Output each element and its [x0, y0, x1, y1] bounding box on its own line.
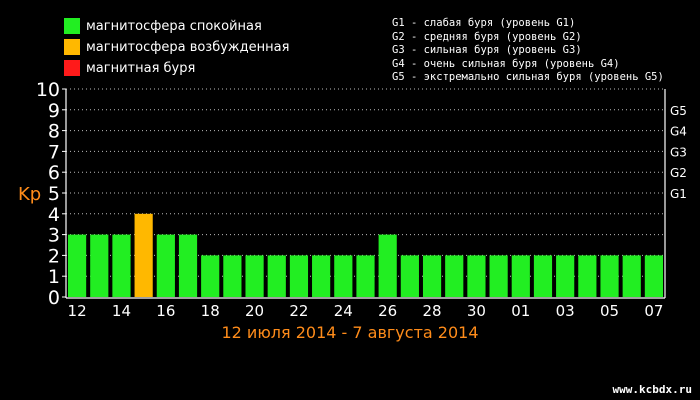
legend-item-storm: магнитная буря — [64, 59, 195, 77]
legend-swatch-quiet — [64, 18, 80, 34]
kp-bar — [422, 255, 442, 297]
y-tick-label: 9 — [48, 100, 60, 122]
g-level-tick-label: G1 — [670, 187, 687, 201]
y-tick-label: 10 — [36, 79, 60, 101]
kp-bar — [223, 255, 242, 297]
x-tick-label: 16 — [156, 302, 175, 320]
kp-bar — [556, 255, 575, 297]
g-level-tick-label: G4 — [670, 125, 687, 139]
x-tick-label: 22 — [289, 302, 308, 320]
legend-label-storm: магнитная буря — [86, 60, 196, 76]
y-tick-label: 6 — [48, 162, 60, 184]
legend-swatch-unsettled — [64, 39, 80, 55]
kp-bar — [644, 255, 663, 297]
kp-bar — [201, 255, 220, 297]
storm-level-g5: G5 - экстремально сильная буря (уровень … — [392, 71, 664, 84]
kp-bar — [178, 234, 198, 297]
x-tick-label: 07 — [644, 302, 663, 320]
site-watermark: www.kcbdx.ru — [612, 383, 692, 396]
storm-level-g3: G3 - сильная буря (уровень G3) — [392, 44, 582, 57]
kp-bar — [489, 255, 508, 297]
kp-bar — [289, 255, 309, 297]
kp-bar — [378, 234, 397, 297]
x-tick-label: 20 — [245, 302, 264, 320]
kp-bar — [511, 255, 530, 297]
y-tick-label: 5 — [48, 183, 60, 205]
y-tick-label: 0 — [48, 287, 60, 309]
storm-level-legend: G1 - слабая буря (уровень G1) G2 - средн… — [392, 17, 664, 85]
y-tick-label: 1 — [48, 266, 60, 288]
legend-item-quiet: магнитосфера спокойная — [64, 17, 262, 35]
kp-bar — [622, 255, 641, 297]
kp-bar — [112, 234, 131, 297]
storm-level-g1: G1 - слабая буря (уровень G1) — [392, 17, 576, 29]
g-level-tick-label: G2 — [670, 166, 687, 180]
x-tick-label: 01 — [511, 302, 530, 320]
kp-bar — [533, 255, 553, 297]
legend-item-unsettled: магнитосфера возбужденная — [64, 38, 289, 56]
kp-bar — [134, 213, 153, 297]
g-level-tick-label: G3 — [670, 145, 687, 159]
kp-bar — [600, 255, 619, 297]
x-tick-label: 12 — [68, 302, 87, 320]
x-tick-label: 03 — [556, 302, 575, 320]
y-tick-label: 4 — [48, 204, 60, 226]
x-tick-label: 05 — [600, 302, 619, 320]
kp-bar — [400, 255, 419, 297]
x-tick-label: 14 — [112, 302, 131, 320]
kp-bar — [312, 255, 331, 297]
kp-bar — [245, 255, 264, 297]
y-axis-title: Kp — [18, 184, 41, 205]
g-level-tick-label: G5 — [670, 104, 687, 118]
legend-label-quiet: магнитосфера спокойная — [86, 18, 262, 34]
x-tick-label: 18 — [201, 302, 220, 320]
kp-bar — [156, 234, 175, 297]
y-tick-label: 8 — [48, 121, 60, 143]
kp-bar — [334, 255, 353, 297]
storm-level-g2: G2 - средняя буря (уровень G2) — [392, 30, 582, 43]
y-tick-label: 2 — [48, 245, 60, 267]
x-tick-label: 28 — [423, 302, 442, 320]
kp-bar — [445, 255, 464, 297]
kp-bar — [356, 255, 375, 297]
x-tick-label: 26 — [378, 302, 397, 320]
x-tick-label: 24 — [334, 302, 353, 320]
y-tick-label: 3 — [48, 225, 60, 247]
kp-bar — [90, 234, 109, 297]
legend-swatch-storm — [64, 60, 80, 76]
kp-bar — [267, 255, 286, 297]
kp-bar — [467, 255, 486, 297]
kp-bar — [68, 234, 87, 297]
y-tick-label: 7 — [48, 141, 60, 163]
legend-label-unsettled: магнитосфера возбужденная — [86, 39, 290, 55]
storm-level-g4: G4 - очень сильная буря (уровень G4) — [392, 57, 620, 70]
date-range-label: 12 июля 2014 - 7 августа 2014 — [221, 323, 479, 342]
x-tick-label: 30 — [467, 302, 486, 320]
kp-bar — [578, 255, 597, 297]
